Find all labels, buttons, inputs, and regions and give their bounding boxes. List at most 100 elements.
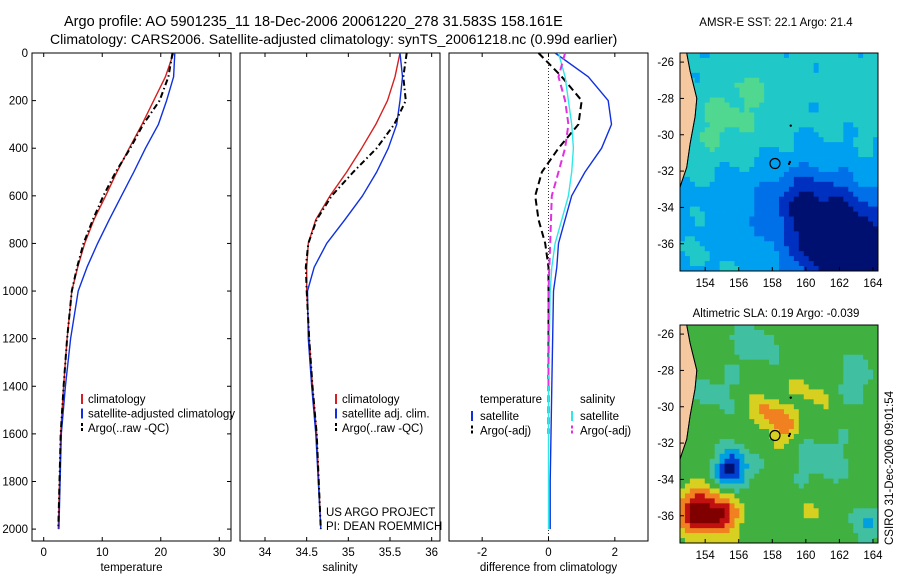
lat-tick-label: -26: [657, 329, 674, 341]
map-cell: [739, 72, 745, 79]
map-cell: [729, 339, 735, 346]
map-cell: [843, 112, 849, 118]
map-cell: [684, 528, 691, 534]
map-cell: [823, 53, 829, 59]
map-cell: [868, 226, 874, 232]
map-cell: [699, 533, 706, 539]
map-cell: [868, 429, 874, 435]
map-cell: [828, 488, 834, 494]
map-cell: [769, 384, 775, 390]
map-cell: [798, 488, 805, 494]
map-cell: [749, 488, 755, 494]
map-cell: [853, 498, 859, 504]
map-cell: [729, 349, 735, 356]
map-cell: [843, 266, 849, 272]
map-cell: [744, 523, 750, 529]
map-cell: [689, 329, 696, 336]
map-cell: [853, 538, 859, 544]
map-cell: [873, 102, 879, 108]
map-cell: [759, 379, 765, 385]
map-cell: [754, 107, 760, 113]
map-cell: [764, 389, 770, 395]
map-cell: [704, 157, 711, 163]
map-cell: [684, 206, 691, 212]
map-cell: [769, 463, 775, 470]
map-cell: [868, 394, 874, 400]
map-cell: [868, 102, 874, 108]
map-cell: [729, 157, 735, 163]
map-cell: [828, 87, 834, 94]
map-cell: [818, 97, 824, 103]
map-cell: [709, 329, 716, 336]
map-cell: [833, 364, 839, 370]
map-cell: [788, 162, 795, 168]
map-cell: [798, 201, 805, 207]
map-cell: [793, 364, 800, 370]
map-cell: [863, 453, 869, 460]
map-cell: [828, 468, 834, 475]
map-cell: [843, 498, 849, 504]
map-cell: [873, 186, 879, 193]
map-cell: [843, 147, 849, 153]
map-cell: [853, 266, 859, 272]
map-cell: [863, 523, 869, 529]
map-cell: [704, 57, 711, 64]
map-cell: [813, 171, 819, 178]
map-cell: [729, 389, 735, 395]
map-cell: [769, 508, 775, 514]
legend-label: climatology: [342, 394, 400, 406]
map-cell: [863, 498, 869, 504]
map-cell: [848, 181, 854, 188]
map-cell: [833, 62, 839, 69]
map-cell: [808, 538, 815, 544]
map-cell: [699, 62, 706, 69]
map-cell: [684, 463, 691, 470]
map-cell: [749, 67, 755, 74]
map-cell: [843, 453, 849, 460]
map-cell: [734, 448, 740, 455]
map-cell: [739, 246, 745, 252]
y-tick-label: 1200: [2, 334, 28, 346]
map-cell: [754, 77, 760, 84]
map-cell: [823, 107, 829, 113]
map-cell: [769, 503, 775, 509]
map-cell: [868, 186, 874, 193]
map-cell: [858, 53, 864, 59]
map-cell: [868, 513, 874, 519]
map-cell: [788, 344, 795, 351]
map-cell: [788, 458, 795, 465]
map-cell: [868, 97, 874, 103]
map-cell: [734, 503, 740, 509]
map-cell: [838, 97, 844, 103]
map-cell: [694, 523, 701, 529]
map-cell: [853, 354, 859, 361]
map-cell: [719, 453, 725, 460]
map-cell: [858, 62, 864, 69]
map-cell: [689, 434, 696, 440]
map-cell: [769, 137, 775, 143]
map-cell: [838, 201, 844, 207]
map-cell: [764, 443, 770, 450]
map-cell: [719, 438, 725, 445]
map-cell: [729, 483, 735, 489]
map-cell: [863, 171, 869, 178]
map-cell: [744, 329, 750, 336]
map-cell: [774, 92, 780, 98]
map-cell: [808, 508, 815, 514]
map-cell: [714, 354, 720, 361]
map-cell: [848, 92, 854, 98]
map-cell: [699, 152, 706, 158]
map-cell: [734, 231, 740, 237]
map-cell: [808, 478, 815, 484]
map-cell: [729, 77, 735, 84]
map-cell: [853, 429, 859, 435]
map-cell: [704, 53, 711, 59]
map-cell: [833, 394, 839, 400]
map-cell: [719, 419, 725, 425]
map-cell: [754, 201, 760, 207]
map-cell: [863, 354, 869, 361]
map-cell: [823, 201, 829, 207]
map-cell: [798, 53, 805, 59]
map-cell: [689, 256, 696, 262]
map-cell: [719, 142, 725, 148]
